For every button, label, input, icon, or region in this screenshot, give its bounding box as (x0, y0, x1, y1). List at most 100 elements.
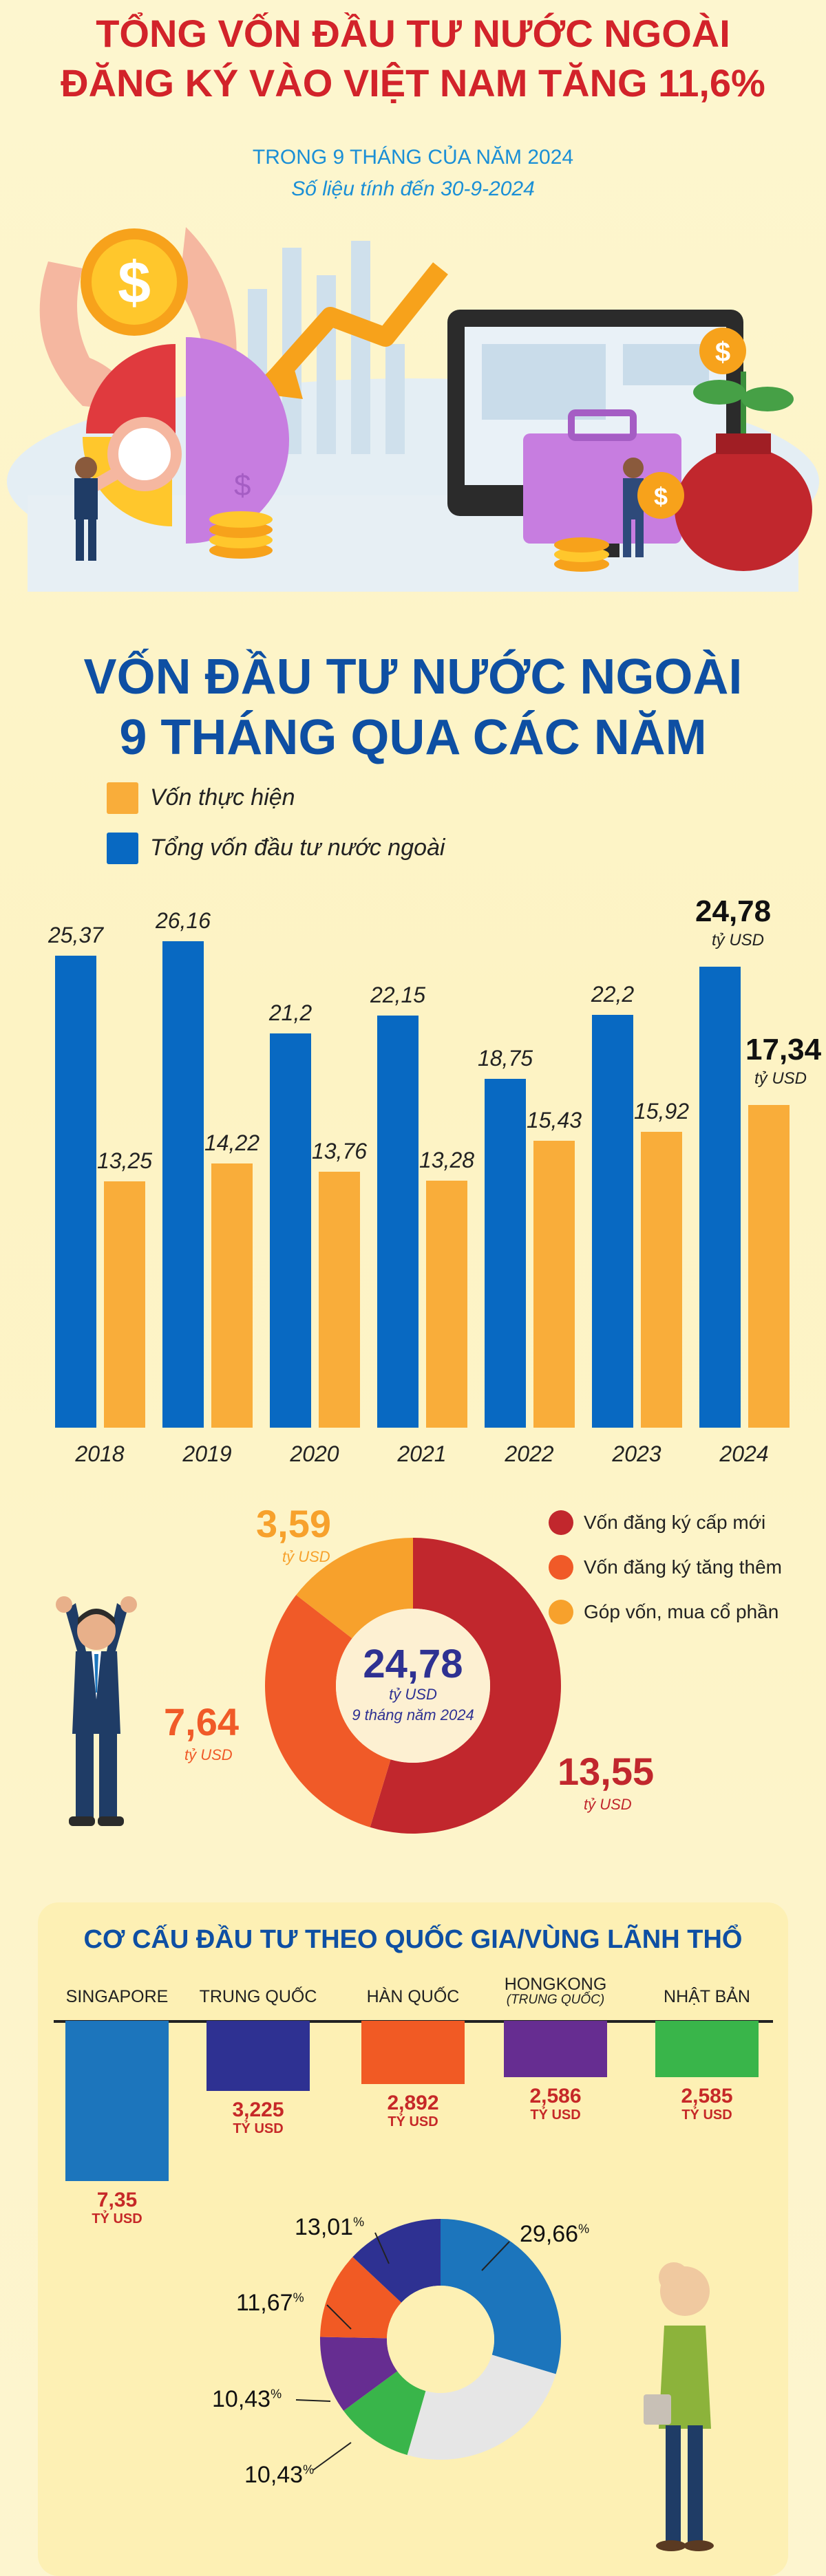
donut-slice (320, 2337, 398, 2411)
bar-total (270, 1033, 311, 1428)
year-tick-label: 2020 (290, 1441, 339, 1466)
slice-label-share-purchase: 3,59 (256, 1502, 331, 1545)
bar-total (592, 1015, 633, 1428)
value-label-total: 26,16 (155, 908, 211, 933)
hero-illustration: $ $ (7, 227, 819, 592)
country-unit: TỶ USD (233, 2121, 284, 2137)
country-bar (361, 2021, 465, 2084)
value-label-total: 22,2 (591, 982, 635, 1007)
slice-label-new: 13,55 (558, 1750, 655, 1793)
bar-realized (104, 1181, 145, 1428)
donut-slice (407, 2354, 556, 2460)
panel-title: CƠ CẤU ĐẦU TƯ THEO QUỐC GIA/VÙNG LÃNH TH… (83, 1925, 743, 1954)
dollar-coin-icon: $ (81, 228, 188, 336)
bar-total (55, 956, 96, 1428)
donut-center-note: 9 tháng năm 2024 (352, 1706, 474, 1724)
value-label-realized: 17,34 (745, 1033, 822, 1067)
value-label-realized: 13,28 (419, 1148, 475, 1173)
value-label-realized: 13,76 (311, 1139, 368, 1164)
value-label-total: 18,75 (477, 1046, 533, 1071)
donut-slice (343, 2371, 426, 2456)
year-tick-label: 2022 (505, 1441, 554, 1466)
svg-text:$: $ (234, 469, 251, 502)
donut-slice (296, 1538, 413, 1639)
slice-unit-share-purchase: tỷ USD (282, 1548, 330, 1565)
value-label-realized: 14,22 (204, 1130, 260, 1155)
legend-dot-share-purchase (549, 1600, 573, 1624)
donut-slice (370, 1538, 562, 1834)
bar-chart-yearly: 25,37 13,25 2018 26,16 14,22 2019 21,2 13,76 202… (0, 894, 826, 1466)
legend-dot-new (549, 1510, 573, 1535)
bar-realized (641, 1131, 682, 1428)
country-bar (65, 2021, 169, 2181)
money-bag-icon: $ (675, 328, 812, 571)
donut-chart-capital-types (265, 1538, 562, 1834)
woman-icon (644, 2262, 714, 2551)
country-note: (TRUNG QUỐC) (506, 1993, 605, 2007)
section-title-line-1: VỐN ĐẦU TƯ NƯỚC NGOÀI (83, 650, 743, 705)
svg-text:$: $ (654, 482, 668, 511)
value-label-realized: 15,92 (633, 1098, 690, 1124)
country-value: 3,225 (232, 2099, 284, 2122)
legend-swatch-total (107, 833, 138, 864)
legend-swatch-realized (107, 782, 138, 814)
bar-total (485, 1079, 526, 1428)
country-name: NHẬT BẢN (664, 1987, 750, 2006)
country-name: HÀN QUỐC (366, 1987, 460, 2006)
svg-text:$: $ (715, 337, 730, 367)
year-tick-label: 2019 (182, 1441, 232, 1466)
bar-realized (748, 1105, 790, 1428)
legend-label-new: Vốn đăng ký cấp mới (584, 1512, 766, 1533)
title-line-1: TỔNG VỐN ĐẦU TƯ NƯỚC NGOÀI (96, 12, 730, 55)
donut-chart-countries (320, 2219, 561, 2460)
businessman-icon (56, 1596, 137, 1826)
year-tick-label: 2023 (612, 1441, 661, 1466)
country-unit: TỶ USD (388, 2114, 438, 2129)
legend-label-realized: Vốn thực hiện (150, 784, 295, 811)
svg-text:$: $ (118, 250, 151, 316)
country-unit: TỶ USD (681, 2107, 732, 2123)
country-bar (504, 2021, 607, 2077)
value-label-total: 24,78 (695, 894, 772, 929)
country-name: SINGAPORE (65, 1987, 169, 2006)
legend-dot-additional (549, 1555, 573, 1580)
magnifier-icon (82, 417, 182, 497)
country-value: 2,586 (529, 2084, 582, 2107)
date-note: Số liệu tính đến 30-9-2024 (291, 178, 535, 200)
bar-realized (533, 1140, 575, 1428)
donut-slice (441, 2219, 561, 2374)
legend-label-total: Tổng vốn đầu tư nước ngoài (150, 835, 445, 861)
country-name: HONGKONG (504, 1975, 607, 1994)
bar-realized (211, 1163, 253, 1428)
unit-label-realized: tỷ USD (754, 1069, 807, 1088)
value-label-realized: 15,43 (526, 1107, 582, 1133)
donut-center-unit: tỷ USD (389, 1686, 437, 1703)
slice-unit-new: tỷ USD (584, 1796, 632, 1813)
country-value: 2,892 (387, 2091, 439, 2114)
value-label-total: 21,2 (268, 1000, 313, 1026)
bar-total (699, 967, 741, 1428)
country-bar (206, 2021, 310, 2092)
bar-total (162, 941, 204, 1428)
value-label-total: 22,15 (370, 983, 426, 1008)
country-value: 2,585 (681, 2084, 733, 2107)
slice-unit-additional: tỷ USD (184, 1746, 233, 1763)
year-tick-label: 2024 (719, 1441, 769, 1466)
value-label-total: 25,37 (47, 923, 104, 948)
country-unit: TỶ USD (92, 2211, 142, 2226)
country-bar (655, 2021, 759, 2077)
year-tick-label: 2018 (75, 1441, 125, 1466)
section-title-line-2: 9 THÁNG QUA CÁC NĂM (119, 710, 707, 765)
country-value: 7,35 (96, 2189, 138, 2211)
legend-label-share-purchase: Góp vốn, mua cổ phần (584, 1601, 779, 1622)
donut-center-value: 24,78 (363, 1642, 463, 1686)
value-label-realized: 13,25 (96, 1148, 153, 1173)
bar-total (377, 1016, 419, 1428)
bar-realized (426, 1181, 467, 1428)
legend-label-additional: Vốn đăng ký tăng thêm (584, 1556, 782, 1578)
donut-slice (265, 1595, 391, 1827)
title-line-2: ĐĂNG KÝ VÀO VIỆT NAM TĂNG 11,6% (61, 61, 765, 105)
year-tick-label: 2021 (397, 1441, 447, 1466)
country-bar-chart: SINGAPORE 7,35 TỶ USD TRUNG QUỐC 3,225 TỶ USD… (0, 1975, 826, 2226)
bar-realized (319, 1172, 360, 1428)
